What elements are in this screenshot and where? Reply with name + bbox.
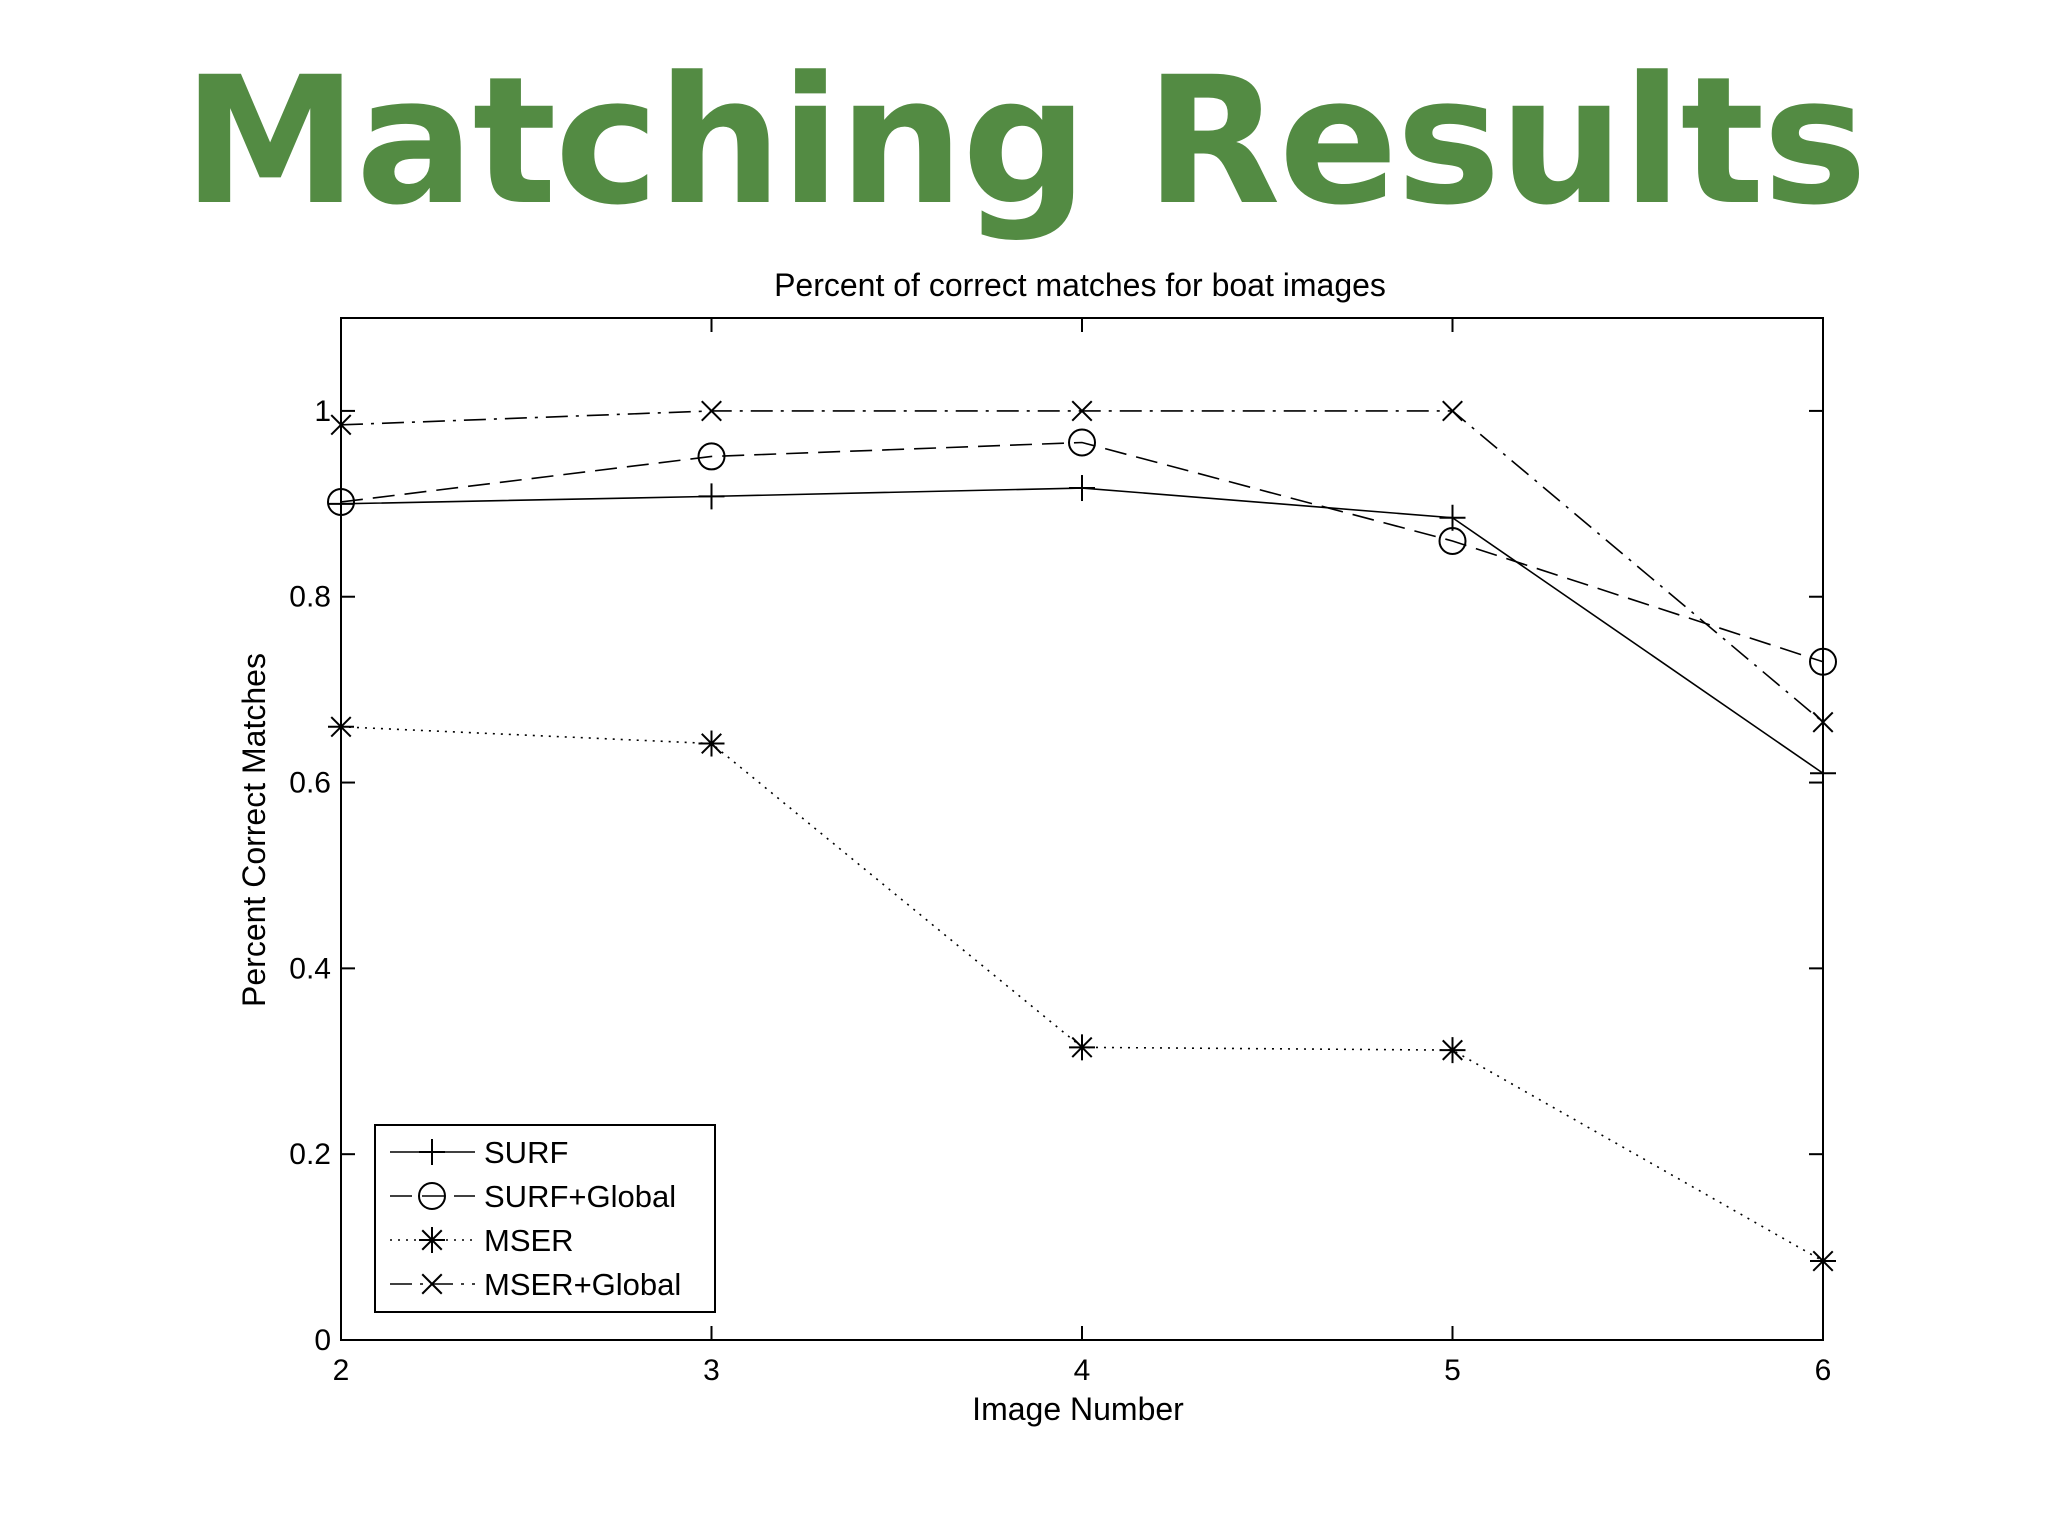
y-tick-label: 0.8 [289, 581, 331, 614]
y-tick-label: 0.2 [289, 1138, 331, 1171]
legend-label: SURF+Global [484, 1179, 676, 1214]
data-point-x [701, 400, 722, 422]
data-point-star [1069, 1034, 1095, 1061]
x-tick-label: 6 [1815, 1354, 1832, 1387]
data-point-plus [328, 490, 354, 517]
data-point-plus [1439, 504, 1466, 531]
y-tick-label: 0.4 [289, 952, 331, 985]
data-point-circle [1809, 647, 1837, 676]
data-point-x [421, 1273, 443, 1295]
series-group [327, 400, 1837, 1275]
data-point-plus [1069, 475, 1095, 502]
data-point-x [1071, 400, 1093, 422]
data-point-circle [1068, 428, 1096, 457]
legend-label: SURF [484, 1135, 568, 1170]
legend: SURF SURF+Global MSER MSER+Global [374, 1124, 716, 1313]
series-line-surf-global [340, 441, 1824, 663]
x-tick-label: 3 [703, 1354, 720, 1387]
data-point-plus [698, 483, 725, 510]
data-point-plus [1810, 760, 1836, 787]
data-point-circle [418, 1182, 446, 1210]
data-point-star [328, 713, 354, 740]
data-point-circle [1438, 526, 1467, 555]
data-point-x [1812, 711, 1834, 733]
data-point-x [330, 414, 352, 436]
x-tick-label: 2 [333, 1354, 350, 1387]
data-point-star [1439, 1037, 1466, 1064]
slide-title: Matching Results [182, 39, 1868, 244]
data-point-plus [419, 1139, 445, 1165]
y-tick-label: 0.6 [289, 767, 331, 800]
data-point-circle [697, 442, 726, 471]
chart-title: Percent of correct matches for boat imag… [774, 267, 1386, 303]
x-axis-label: Image Number [972, 1391, 1184, 1427]
data-point-circle [327, 487, 355, 516]
legend-label: MSER+Global [484, 1267, 681, 1302]
y-tick-label: 0 [314, 1324, 331, 1357]
data-point-star [1810, 1248, 1836, 1275]
data-point-star [698, 730, 725, 757]
data-point-x [1442, 400, 1463, 422]
legend-label: MSER [484, 1223, 574, 1258]
data-point-star [419, 1227, 445, 1253]
x-tick-label: 4 [1074, 1354, 1091, 1387]
y-tick-label: 1 [314, 395, 331, 428]
axes: 2 3 4 5 6 0 0.2 0.4 0.6 0.8 1 [289, 318, 1831, 1387]
y-axis-label: Percent Correct Matches [236, 653, 272, 1007]
x-tick-label: 5 [1444, 1354, 1461, 1387]
